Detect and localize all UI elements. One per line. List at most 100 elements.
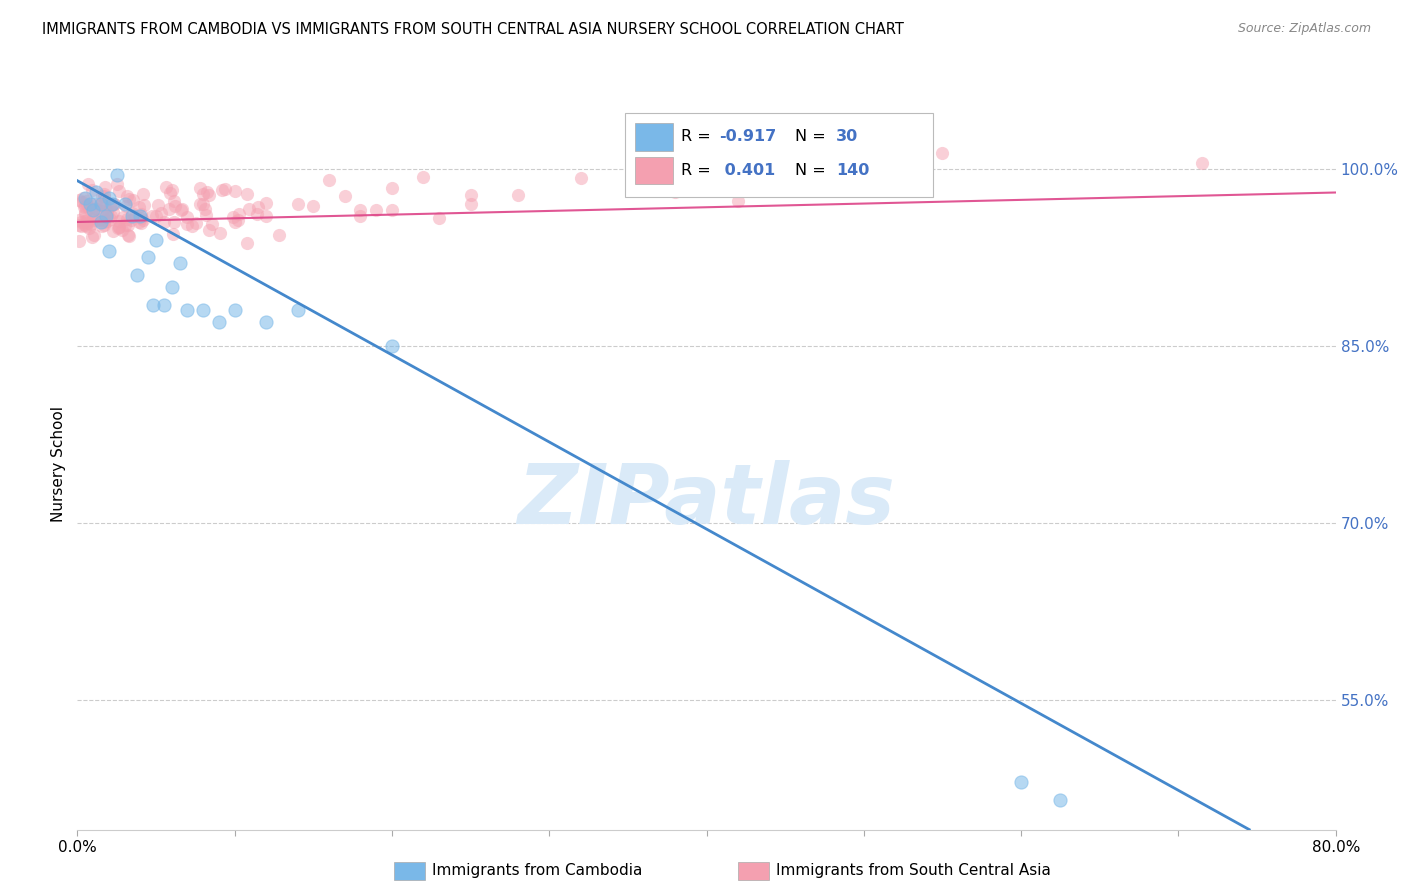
Point: [149, 206, 172, 220]
Point: [224, 215, 246, 229]
Text: R =: R =: [682, 163, 716, 178]
Point: [80, 217, 103, 231]
FancyBboxPatch shape: [634, 157, 672, 185]
Point: [103, 197, 125, 211]
Point: [93, 218, 115, 232]
Point: [108, 219, 131, 234]
Point: [83, 213, 105, 227]
Point: [80, 183, 103, 197]
Point: [191, 303, 215, 318]
Point: [98, 199, 121, 213]
Point: [93, 200, 115, 214]
Point: [70, 215, 93, 229]
Point: [224, 184, 246, 198]
Point: [86, 202, 108, 216]
Point: [727, 194, 749, 208]
Point: [267, 228, 290, 243]
Point: [460, 188, 482, 202]
Point: [318, 173, 340, 187]
Point: [73, 214, 96, 228]
Point: [238, 202, 260, 217]
Point: [75, 204, 97, 219]
Point: [148, 197, 170, 211]
Text: IMMIGRANTS FROM CAMBODIA VS IMMIGRANTS FROM SOUTH CENTRAL ASIA NURSERY SCHOOL CO: IMMIGRANTS FROM CAMBODIA VS IMMIGRANTS F…: [42, 22, 904, 37]
Point: [254, 315, 277, 329]
Point: [381, 203, 404, 218]
Point: [129, 211, 152, 225]
Point: [76, 212, 98, 227]
Point: [121, 209, 143, 223]
Point: [94, 209, 117, 223]
Point: [254, 209, 277, 223]
Point: [228, 207, 250, 221]
Point: [67, 218, 90, 232]
Point: [129, 215, 152, 229]
Point: [163, 194, 186, 209]
Point: [208, 315, 231, 329]
Point: [226, 212, 249, 227]
Point: [91, 219, 114, 234]
Point: [160, 183, 183, 197]
Point: [1010, 775, 1032, 789]
Point: [129, 207, 152, 221]
Point: [163, 215, 186, 229]
Point: [160, 280, 183, 294]
Point: [93, 187, 115, 202]
Point: [105, 178, 128, 192]
Point: [122, 193, 145, 207]
Point: [427, 211, 450, 226]
Point: [105, 168, 128, 182]
Point: [155, 180, 177, 194]
Point: [170, 202, 193, 216]
Point: [145, 233, 167, 247]
Point: [197, 223, 219, 237]
Point: [108, 214, 131, 228]
Point: [184, 216, 207, 230]
Point: [412, 169, 434, 184]
Point: [93, 213, 115, 227]
Point: [1191, 156, 1213, 170]
Point: [176, 211, 198, 225]
Point: [188, 197, 211, 211]
Point: [67, 194, 90, 208]
Point: [129, 209, 152, 223]
Point: [96, 214, 118, 228]
Point: [115, 188, 138, 202]
Point: [224, 303, 246, 318]
Point: [333, 189, 356, 203]
Point: [191, 197, 215, 211]
Point: [93, 215, 115, 229]
Text: Immigrants from Cambodia: Immigrants from Cambodia: [432, 863, 643, 878]
Point: [96, 204, 118, 219]
Point: [127, 268, 149, 282]
Point: [121, 212, 143, 227]
Text: Source: ZipAtlas.com: Source: ZipAtlas.com: [1237, 22, 1371, 36]
Point: [89, 198, 111, 212]
Point: [67, 235, 90, 249]
Point: [664, 186, 686, 200]
Point: [107, 219, 129, 234]
Point: [82, 230, 104, 244]
Point: [90, 189, 112, 203]
Point: [112, 210, 135, 224]
Text: 140: 140: [837, 163, 869, 178]
Point: [180, 219, 202, 234]
Point: [134, 198, 156, 212]
Point: [287, 303, 309, 318]
Point: [96, 207, 118, 221]
Point: [101, 204, 124, 219]
Point: [97, 191, 120, 205]
Y-axis label: Nursery School: Nursery School: [51, 406, 66, 522]
Point: [94, 180, 117, 194]
Point: [131, 186, 153, 201]
Point: [222, 210, 245, 224]
Point: [90, 197, 112, 211]
Point: [91, 204, 114, 219]
Point: [190, 181, 212, 195]
Point: [381, 339, 404, 353]
Point: [93, 197, 115, 211]
Point: [302, 199, 325, 213]
Point: [76, 198, 98, 212]
Point: [208, 227, 231, 241]
Point: [70, 194, 93, 209]
